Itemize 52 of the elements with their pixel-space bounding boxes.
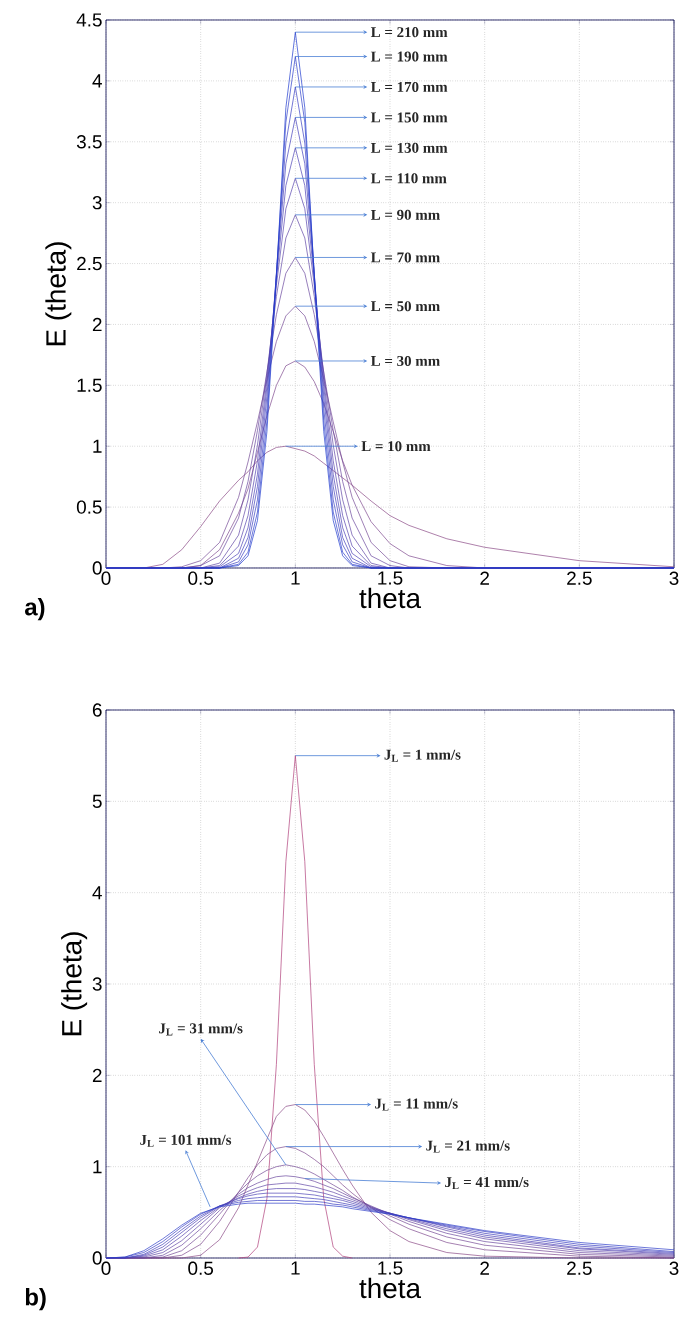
- y-tick-label: 3: [92, 977, 102, 991]
- x-tick-label: 2: [480, 571, 489, 585]
- y-axis-title: E (theta): [45, 242, 72, 346]
- annotation: J$_{L}$ = 101 mm/s: [140, 1134, 232, 1147]
- y-axis-title: E (theta): [61, 932, 88, 1036]
- x-axis-title: theta: [359, 1277, 422, 1299]
- y-tick-label: 4.5: [76, 13, 102, 27]
- y-tick-label: 0.5: [76, 500, 102, 514]
- annotation: L = 90 mm: [370, 209, 440, 220]
- annotation: J$_{L}$ = 11 mm/s: [375, 1098, 458, 1111]
- annotation: L = 30 mm: [370, 355, 440, 366]
- y-tick-label: 5: [92, 794, 102, 808]
- text: a): [25, 597, 45, 621]
- y-tick-label: 1: [93, 439, 102, 453]
- x-tick-label: 3: [669, 571, 679, 585]
- x-tick-label: 2: [480, 1261, 489, 1275]
- x-tick-label: 1: [291, 1261, 300, 1275]
- y-tick-label: 4: [92, 886, 102, 900]
- x-tick-label: 1: [291, 571, 300, 585]
- y-tick-label: 2.5: [77, 256, 102, 271]
- x-tick-label: 1.5: [378, 571, 403, 585]
- y-tick-label: 2: [92, 1068, 102, 1082]
- annotation: L = 50 mm: [370, 301, 440, 312]
- y-tick-label: 3.5: [76, 135, 102, 149]
- annotation: L = 130 mm: [370, 142, 448, 153]
- annotation: J$_{L}$ = 21 mm/s: [426, 1140, 510, 1153]
- x-tick-label: 0.5: [188, 571, 214, 585]
- annotation: L = 150 mm: [370, 112, 448, 123]
- y-tick-label: 0: [92, 1251, 102, 1265]
- y-tick-label: 2: [92, 317, 102, 332]
- y-tick-label: 1.5: [77, 378, 102, 392]
- x-tick-label: 3: [669, 1261, 679, 1275]
- y-tick-label: 1: [93, 1160, 102, 1174]
- annotation: J$_{L}$ = 31 mm/s: [159, 1023, 243, 1036]
- annotation: L = 190 mm: [370, 51, 448, 62]
- x-tick-label: 2.5: [567, 571, 592, 585]
- x-tick-label: 1.5: [378, 1261, 403, 1275]
- y-tick-label: 0: [92, 561, 102, 575]
- annotation: L = 110 mm: [370, 173, 447, 184]
- annotation: L = 70 mm: [370, 252, 440, 263]
- annotation: L = 170 mm: [370, 81, 448, 92]
- annotation: L = 210 mm: [370, 27, 448, 38]
- text: b): [25, 1287, 46, 1311]
- y-tick-label: 4: [92, 74, 102, 88]
- y-tick-label: 6: [92, 703, 102, 717]
- x-tick-label: 2.5: [567, 1261, 592, 1275]
- annotation: L = 10 mm: [361, 441, 431, 452]
- x-tick-label: 0.5: [188, 1261, 214, 1275]
- annotation: J$_{L}$ = 41 mm/s: [445, 1177, 529, 1190]
- x-axis-title: theta: [359, 587, 422, 609]
- y-tick-label: 3: [92, 195, 102, 210]
- annotation: J$_{L}$ = 1 mm/s: [384, 749, 461, 762]
